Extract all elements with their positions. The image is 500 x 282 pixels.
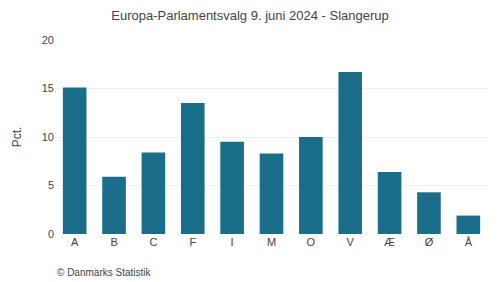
- svg-text:Æ: Æ: [384, 236, 395, 248]
- svg-text:© Danmarks Statistik: © Danmarks Statistik: [57, 267, 152, 278]
- svg-text:F: F: [189, 236, 196, 248]
- svg-text:5: 5: [48, 179, 54, 191]
- svg-text:0: 0: [48, 228, 54, 240]
- svg-text:Pct.: Pct.: [10, 127, 24, 148]
- svg-text:M: M: [267, 236, 276, 248]
- svg-text:Ø: Ø: [425, 236, 434, 248]
- svg-text:A: A: [71, 236, 79, 248]
- svg-text:B: B: [110, 236, 117, 248]
- svg-text:C: C: [149, 236, 157, 248]
- svg-text:20: 20: [42, 34, 54, 46]
- svg-text:V: V: [347, 236, 355, 248]
- svg-text:Å: Å: [465, 236, 473, 248]
- svg-text:O: O: [307, 236, 316, 248]
- svg-text:10: 10: [42, 131, 54, 143]
- svg-text:I: I: [231, 236, 234, 248]
- svg-text:15: 15: [42, 82, 54, 94]
- svg-text:Europa-Parlamentsvalg 9. juni: Europa-Parlamentsvalg 9. juni 2024 - Sla…: [111, 8, 389, 23]
